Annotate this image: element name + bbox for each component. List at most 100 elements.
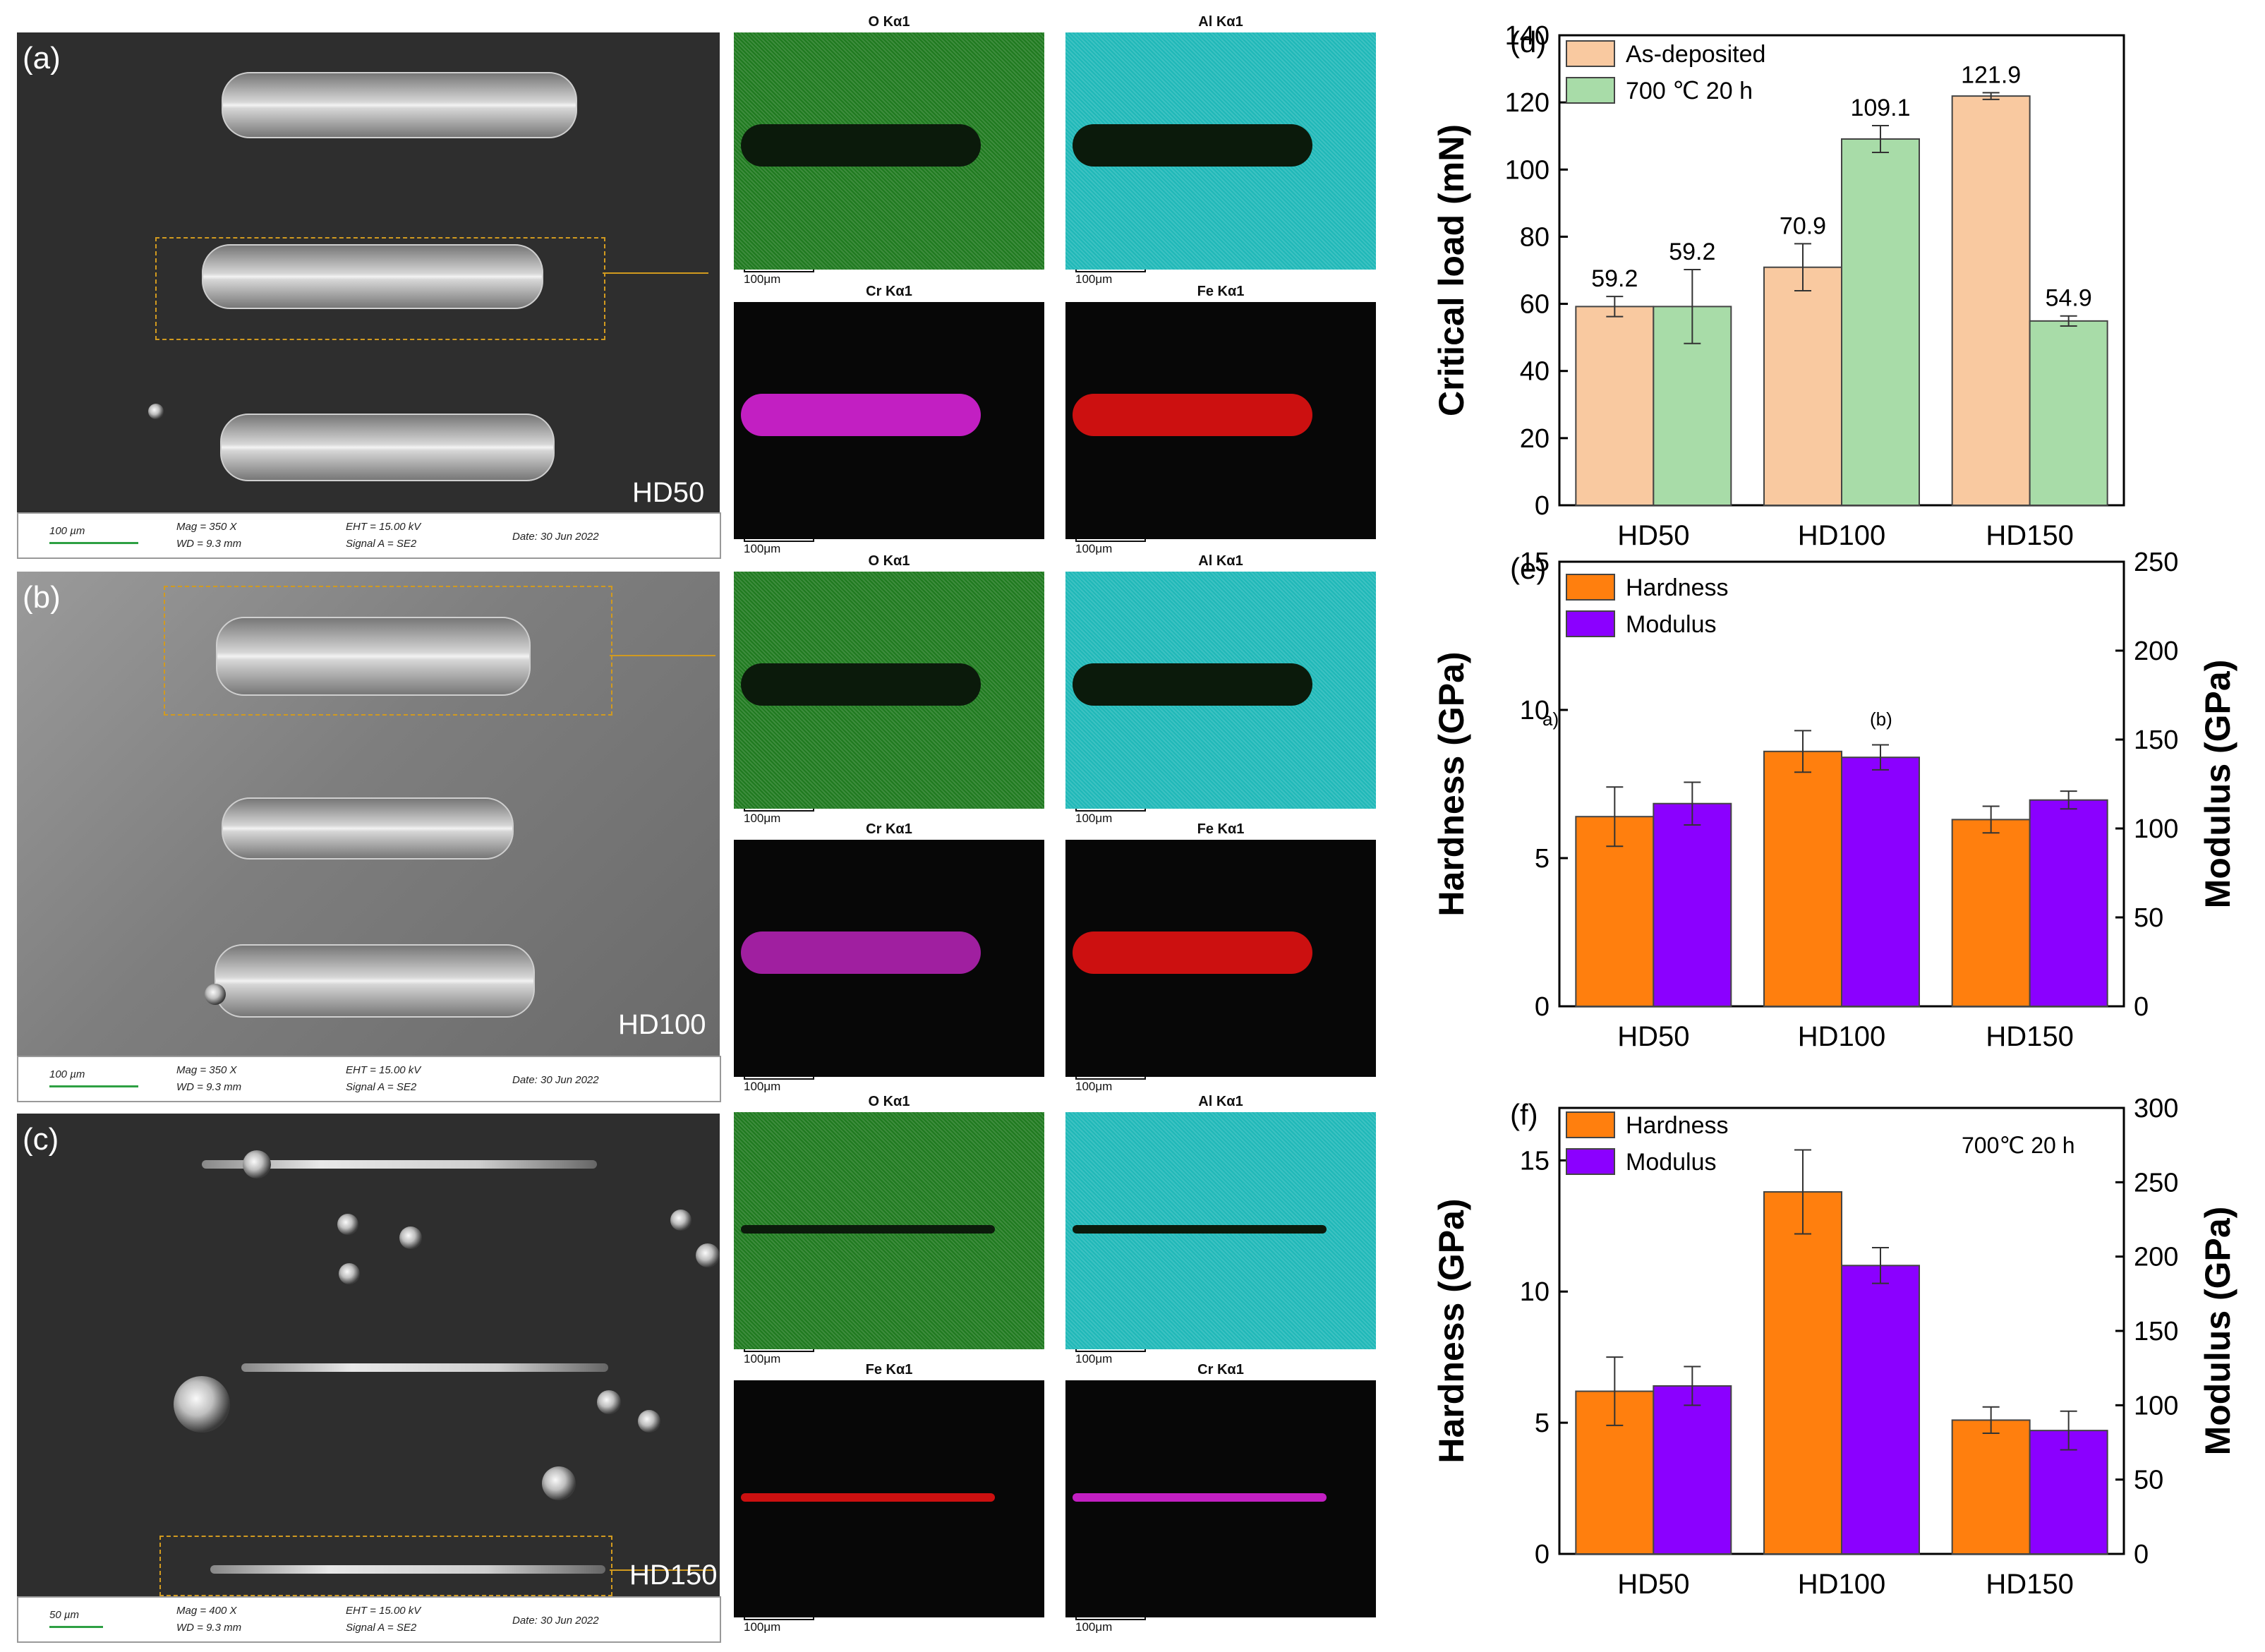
scratch-signal-band xyxy=(1073,1493,1327,1502)
eds-map xyxy=(734,840,1044,1077)
scratch-track xyxy=(202,1160,597,1169)
scale-bar xyxy=(49,542,138,544)
bar xyxy=(2029,320,2108,506)
sem-info-bar: 50 µm Mag = 400 X WD = 9.3 mm EHT = 15.0… xyxy=(17,1596,721,1643)
eht-text: EHT = 15.00 kV xyxy=(346,521,421,533)
y-tick-label: 0 xyxy=(1535,491,1550,521)
legend-swatch xyxy=(1566,40,1615,67)
sample-label-b: HD100 xyxy=(618,1009,706,1040)
panel-letter: (f) xyxy=(1510,1098,1538,1131)
y-axis-label: Critical load (mN) xyxy=(1432,124,1471,416)
bar xyxy=(1951,819,2031,1007)
roi-box xyxy=(159,1536,612,1596)
legend-label: Hardness xyxy=(1626,1112,1729,1139)
bar xyxy=(1841,1265,1920,1555)
debris-particle xyxy=(597,1390,621,1414)
y-tick-label: 140 xyxy=(1505,21,1550,51)
x-tick-label: HD100 xyxy=(1798,1021,1886,1052)
y-axis-label: Hardness (GPa) xyxy=(1432,1198,1471,1463)
roi-arrow xyxy=(610,655,715,656)
x-tick-label: HD50 xyxy=(1617,1569,1689,1600)
debris-particle xyxy=(243,1150,271,1178)
eds-map xyxy=(734,32,1044,270)
wd-text: WD = 9.3 mm xyxy=(176,1081,242,1093)
eds-scale-bar: 100μm xyxy=(744,809,815,825)
signal-text: Signal A = SE2 xyxy=(346,1081,417,1093)
legend-label: 700 ℃ 20 h xyxy=(1626,78,1753,104)
data-label: 70.9 xyxy=(1780,212,1826,239)
debris-particle xyxy=(696,1243,720,1267)
eds-map-title: Fe Kα1 xyxy=(1197,284,1245,299)
eht-text: EHT = 15.00 kV xyxy=(346,1064,421,1076)
y2-tick-label: 0 xyxy=(2134,1540,2149,1569)
scale-bar xyxy=(49,1085,138,1087)
bar xyxy=(1951,1419,2031,1555)
roi-arrow xyxy=(610,1569,715,1571)
date-text: Date: 30 Jun 2022 xyxy=(512,1615,599,1627)
eds-scale-bar: 100μm xyxy=(1075,270,1147,286)
eds-scale-bar: 100μm xyxy=(1075,539,1147,555)
scratch-signal-band xyxy=(741,1493,995,1502)
eds-map xyxy=(1065,572,1376,809)
data-label: 59.2 xyxy=(1669,239,1715,265)
scratch-track xyxy=(216,617,531,696)
eds-map-title: Fe Kα1 xyxy=(1197,821,1245,837)
legend-label: Modulus xyxy=(1626,611,1717,638)
scratch-track xyxy=(215,944,535,1018)
y2-axis-label: Modulus (GPa) xyxy=(2198,1207,2237,1456)
debris-particle xyxy=(638,1410,660,1433)
eds-map-title: O Kα1 xyxy=(868,1094,910,1109)
debris-particle xyxy=(399,1226,422,1249)
eds-map xyxy=(734,1112,1044,1349)
scale-label: 100 µm xyxy=(49,1068,85,1080)
y2-tick-label: 0 xyxy=(2134,992,2149,1022)
y2-tick-label: 100 xyxy=(2134,814,2178,844)
scale-label: 100 µm xyxy=(49,525,85,537)
scratch-track xyxy=(210,1565,605,1574)
legend-label: As-deposited xyxy=(1626,41,1765,68)
panel-letter-b: (b) xyxy=(23,580,61,615)
roi-box xyxy=(164,586,612,716)
legend-swatch xyxy=(1566,1148,1615,1175)
bar xyxy=(2029,799,2108,1007)
eds-map-title: Al Kα1 xyxy=(1198,553,1243,569)
scratch-signal-band xyxy=(1073,394,1312,436)
scratch-track xyxy=(202,244,543,309)
x-tick-label: HD100 xyxy=(1798,520,1886,551)
eds-scale-bar: 100μm xyxy=(744,1349,815,1365)
y-tick-label: 5 xyxy=(1535,844,1550,874)
data-label: 59.2 xyxy=(1591,265,1638,292)
debris-particle xyxy=(205,984,226,1005)
scratch-track xyxy=(222,797,514,860)
mag-text: Mag = 350 X xyxy=(176,521,237,533)
bar xyxy=(1763,266,1842,506)
eds-map-title: Al Kα1 xyxy=(1198,14,1243,30)
y-tick-label: 40 xyxy=(1520,357,1550,387)
roi-arrow xyxy=(603,272,708,274)
eds-map-title: O Kα1 xyxy=(868,14,910,30)
bar xyxy=(2029,1430,2108,1555)
eds-map-title: O Kα1 xyxy=(868,553,910,569)
y2-tick-label: 200 xyxy=(2134,1243,2178,1272)
data-label: 109.1 xyxy=(1850,95,1910,121)
date-text: Date: 30 Jun 2022 xyxy=(512,531,599,543)
eds-map-title: Al Kα1 xyxy=(1198,1094,1243,1109)
scratch-signal-band xyxy=(741,394,981,436)
y-tick-label: 20 xyxy=(1520,424,1550,454)
data-label: 121.9 xyxy=(1961,61,2021,88)
panel-letter-a: (a) xyxy=(23,41,61,76)
eds-map xyxy=(1065,1112,1376,1349)
x-tick-label: HD150 xyxy=(1986,520,2074,551)
scratch-signal-band xyxy=(1073,124,1312,167)
eds-map xyxy=(734,1380,1044,1617)
scratch-signal-band xyxy=(1073,931,1312,974)
eds-map-title: Cr Kα1 xyxy=(1197,1362,1244,1377)
y-tick-label: 10 xyxy=(1520,1277,1550,1307)
scale-label: 50 µm xyxy=(49,1609,79,1621)
eds-scale-bar: 100μm xyxy=(1075,1617,1147,1634)
y2-tick-label: 300 xyxy=(2134,1094,2178,1123)
sample-label-a: HD50 xyxy=(632,477,705,508)
wd-text: WD = 9.3 mm xyxy=(176,1622,242,1634)
